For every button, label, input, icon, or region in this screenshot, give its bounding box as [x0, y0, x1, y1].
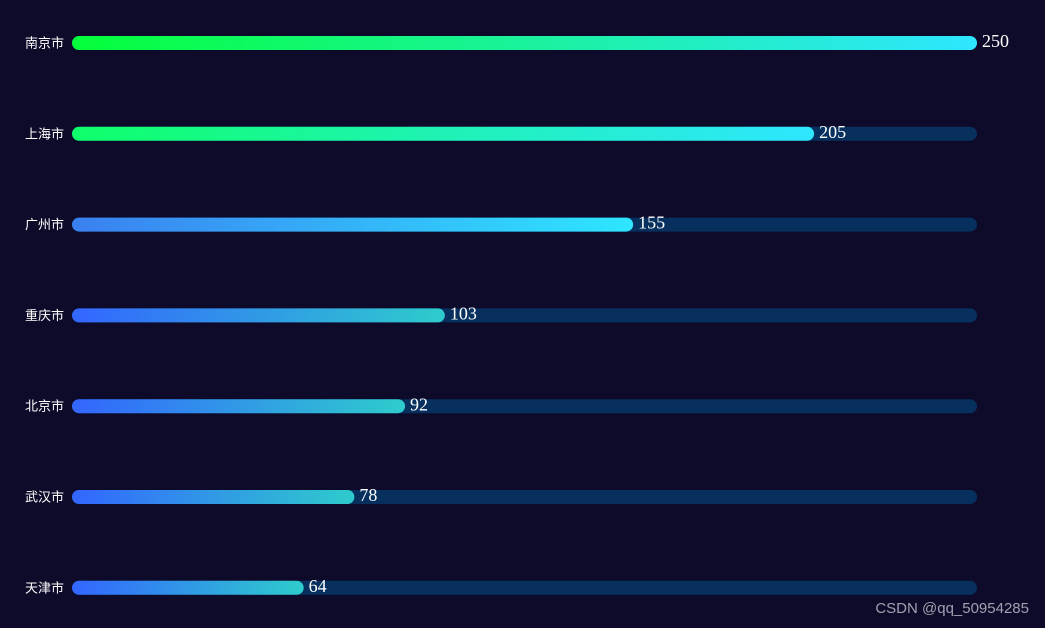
value-label: 155 [638, 213, 665, 233]
category-label: 广州市 [25, 217, 64, 233]
value-label: 205 [819, 122, 846, 142]
bar [72, 399, 406, 414]
value-label: 92 [410, 394, 428, 414]
value-label: 64 [309, 576, 327, 596]
category-label: 上海市 [25, 126, 64, 142]
bar [72, 36, 977, 50]
bar [72, 580, 304, 595]
value-label: 103 [450, 304, 477, 324]
watermark: CSDN @qq_50954285 [875, 600, 1029, 617]
bar [72, 490, 355, 504]
bar [72, 308, 445, 323]
bar [72, 217, 634, 232]
category-label: 北京市 [25, 399, 64, 415]
category-label: 天津市 [25, 580, 64, 596]
value-label: 78 [359, 485, 377, 505]
category-label: 南京市 [25, 36, 64, 52]
bar [72, 126, 815, 141]
category-label: 重庆市 [25, 308, 64, 324]
category-label: 武汉市 [25, 490, 64, 506]
value-label: 250 [982, 31, 1009, 51]
